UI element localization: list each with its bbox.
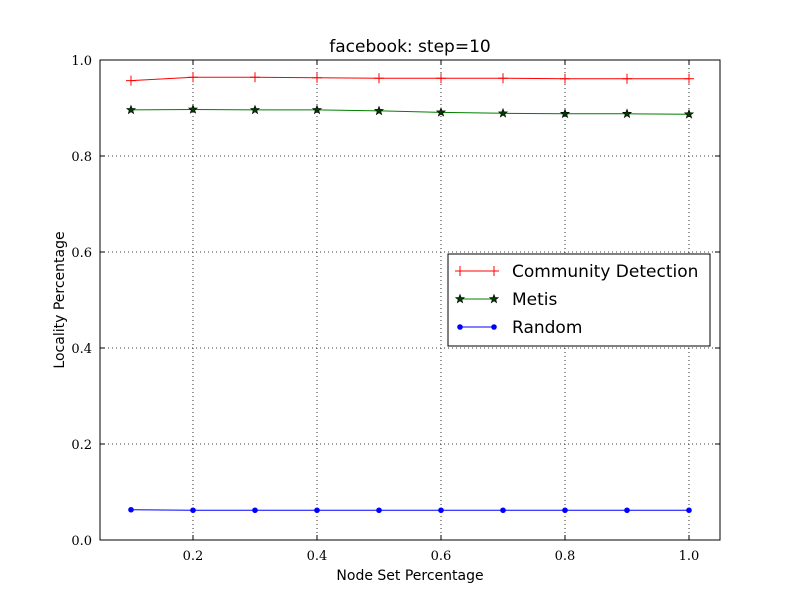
legend-marker bbox=[488, 293, 500, 304]
data-point-metis bbox=[683, 108, 695, 119]
data-point-metis bbox=[435, 106, 447, 117]
legend-entry-metis: Metis bbox=[454, 290, 558, 310]
series-line-community-detection bbox=[130, 76, 689, 82]
data-point-community-detection bbox=[188, 72, 198, 83]
data-point-community-detection bbox=[436, 73, 446, 84]
data-point-random bbox=[190, 507, 196, 514]
y-tick-label: 0.0 bbox=[71, 534, 92, 549]
data-point-random bbox=[438, 507, 444, 514]
data-point-random bbox=[624, 507, 630, 514]
grid bbox=[100, 60, 720, 540]
x-tick-label: 0.6 bbox=[431, 549, 452, 564]
y-tick-label: 0.8 bbox=[71, 150, 92, 165]
legend-marker bbox=[491, 324, 497, 330]
data-point-metis bbox=[373, 105, 385, 116]
data-point-community-detection bbox=[374, 73, 384, 84]
legend-marker bbox=[489, 266, 499, 276]
data-point-random bbox=[128, 506, 134, 513]
series-metis bbox=[125, 104, 695, 119]
data-point-random bbox=[562, 507, 568, 514]
y-tick-label: 0.4 bbox=[71, 342, 92, 357]
data-point-random bbox=[686, 507, 692, 514]
legend-label: Community Detection bbox=[512, 262, 698, 282]
data-point-random bbox=[314, 507, 320, 514]
plot-frame bbox=[99, 59, 721, 541]
data-point-metis bbox=[311, 104, 323, 115]
data-point-metis bbox=[497, 107, 509, 118]
legend-label: Random bbox=[512, 318, 582, 338]
x-axis-label: Node Set Percentage bbox=[336, 568, 483, 584]
data-point-metis bbox=[621, 108, 633, 119]
x-tick-label: 0.4 bbox=[307, 549, 328, 564]
legend-marker bbox=[455, 266, 465, 276]
legend-entry-random: Random bbox=[457, 318, 582, 338]
series-line-metis bbox=[130, 108, 690, 115]
legend: Community Detection Metis Random bbox=[447, 253, 711, 347]
data-point-metis bbox=[125, 104, 137, 115]
data-point-community-detection bbox=[250, 72, 260, 83]
y-tick-label: 0.2 bbox=[71, 438, 92, 453]
x-tick-label: 1.0 bbox=[679, 549, 700, 564]
data-point-metis bbox=[559, 108, 571, 119]
data-point-community-detection bbox=[684, 73, 694, 84]
y-axis-label: Locality Percentage bbox=[52, 231, 68, 368]
chart-title: facebook: step=10 bbox=[329, 37, 490, 57]
plot-series bbox=[125, 72, 695, 514]
data-point-metis bbox=[249, 104, 261, 115]
legend-entry-community-detection: Community Detection bbox=[455, 262, 698, 282]
series-random bbox=[128, 506, 692, 514]
legend-marker bbox=[457, 324, 463, 330]
legend-marker bbox=[454, 293, 466, 304]
x-tick-label: 0.8 bbox=[555, 549, 576, 564]
y-tick-label: 1.0 bbox=[71, 54, 92, 69]
legend-label: Metis bbox=[512, 290, 558, 310]
data-point-community-detection bbox=[560, 73, 570, 84]
x-tick-label: 0.2 bbox=[183, 549, 204, 564]
data-point-random bbox=[376, 507, 382, 514]
data-point-community-detection bbox=[312, 72, 322, 83]
legend-box bbox=[447, 253, 711, 347]
data-point-random bbox=[500, 507, 506, 514]
axis-ticks: 0.2 0.4 0.6 0.8 1.0 0.0 0.2 0.4 0.6 0.8 1.0 bbox=[71, 54, 720, 564]
data-point-community-detection bbox=[622, 73, 632, 84]
data-point-metis bbox=[187, 104, 199, 114]
data-point-community-detection bbox=[126, 75, 136, 86]
y-tick-label: 0.6 bbox=[71, 246, 92, 261]
data-point-random bbox=[252, 507, 258, 514]
data-point-community-detection bbox=[498, 73, 508, 84]
series-community-detection bbox=[126, 72, 694, 86]
